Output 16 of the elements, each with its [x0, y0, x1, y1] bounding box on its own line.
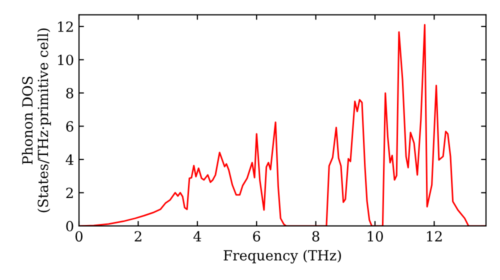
x-axis-title: Frequency (THz) — [224, 250, 341, 264]
x-tick-label: 6 — [253, 231, 260, 242]
x-tick-label: 10 — [368, 231, 383, 242]
x-tick-label: 0 — [75, 231, 82, 242]
y-tick-label: 12 — [58, 21, 73, 32]
x-tick-label: 2 — [134, 231, 142, 242]
y-tick-label: 4 — [66, 154, 74, 165]
x-tick-label: 8 — [312, 231, 320, 242]
y-tick-label: 2 — [66, 188, 73, 198]
y-axis-title: Phonon DOS (States/THz·primitive cell) — [22, 28, 51, 212]
y-tick-label: 6 — [66, 121, 74, 132]
x-tick-label: 4 — [193, 231, 202, 242]
x-tick-label: 12 — [427, 231, 442, 242]
y-tick-label: 0 — [66, 220, 74, 232]
y-tick-label: 10 — [58, 54, 74, 66]
y-tick-label: 8 — [66, 88, 74, 98]
